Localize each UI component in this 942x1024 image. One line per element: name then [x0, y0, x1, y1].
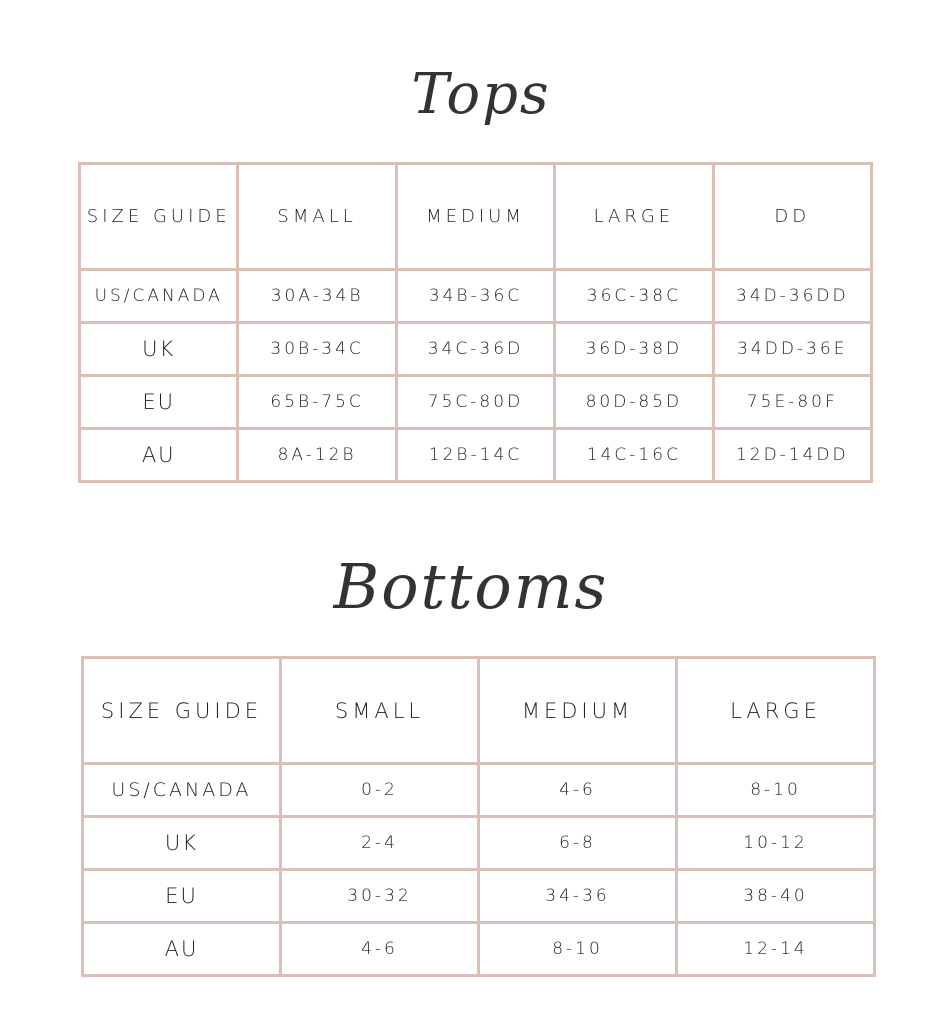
- size-cell: 2-4: [279, 815, 480, 871]
- size-cell: 12-14: [675, 921, 876, 977]
- header-cell: SIZE GUIDE: [77, 162, 240, 271]
- size-cell: 6-8: [477, 815, 678, 871]
- tops-title: Tops: [411, 62, 551, 127]
- tops-size-table: SIZE GUIDE SMALL MEDIUM LARGE DD US/CANADA 30A…: [77, 162, 874, 483]
- size-cell: 4-6: [279, 921, 480, 977]
- region-label: EU: [81, 868, 282, 924]
- size-cell: 36D-38D: [553, 321, 715, 377]
- header-cell: SIZE GUIDE: [81, 656, 282, 765]
- header-cell: LARGE: [553, 162, 715, 271]
- size-cell: 30-32: [279, 868, 480, 924]
- size-cell: 4-6: [477, 762, 678, 818]
- size-cell: 34B-36C: [394, 268, 557, 324]
- header-row: SIZE GUIDE SMALL MEDIUM LARGE: [81, 656, 876, 765]
- region-label: UK: [77, 321, 240, 377]
- table-row: EU 30-32 34-36 38-40: [81, 868, 876, 924]
- size-cell: 14C-16C: [553, 427, 715, 483]
- region-label: EU: [77, 374, 240, 430]
- header-row: SIZE GUIDE SMALL MEDIUM LARGE DD: [77, 162, 874, 271]
- size-cell: 75E-80F: [711, 374, 874, 430]
- size-cell: 36C-38C: [553, 268, 715, 324]
- region-label: US/CANADA: [81, 762, 282, 818]
- size-cell: 34DD-36E: [711, 321, 874, 377]
- table-row: UK 30B-34C 34C-36D 36D-38D 34DD-36E: [77, 321, 874, 377]
- size-cell: 8-10: [477, 921, 678, 977]
- header-cell: MEDIUM: [394, 162, 557, 271]
- header-cell: SMALL: [279, 656, 480, 765]
- size-cell: 80D-85D: [553, 374, 715, 430]
- region-label: UK: [81, 815, 282, 871]
- size-cell: 75C-80D: [394, 374, 557, 430]
- header-cell: LARGE: [675, 656, 876, 765]
- size-cell: 65B-75C: [236, 374, 398, 430]
- size-cell: 12D-14DD: [711, 427, 874, 483]
- region-label: AU: [77, 427, 240, 483]
- region-label: US/CANADA: [77, 268, 240, 324]
- table-row: AU 4-6 8-10 12-14: [81, 921, 876, 977]
- bottoms-title: Bottoms: [333, 550, 609, 623]
- size-cell: 30A-34B: [236, 268, 398, 324]
- size-cell: 8A-12B: [236, 427, 398, 483]
- bottoms-size-table: SIZE GUIDE SMALL MEDIUM LARGE US/CANADA 0-2 4-…: [81, 656, 876, 977]
- size-cell: 10-12: [675, 815, 876, 871]
- table-row: US/CANADA 30A-34B 34B-36C 36C-38C 34D-36DD: [77, 268, 874, 324]
- table-row: EU 65B-75C 75C-80D 80D-85D 75E-80F: [77, 374, 874, 430]
- size-cell: 12B-14C: [394, 427, 557, 483]
- table-row: US/CANADA 0-2 4-6 8-10: [81, 762, 876, 818]
- size-cell: 34D-36DD: [711, 268, 874, 324]
- size-cell: 34C-36D: [394, 321, 557, 377]
- size-cell: 30B-34C: [236, 321, 398, 377]
- header-cell: MEDIUM: [477, 656, 678, 765]
- region-label: AU: [81, 921, 282, 977]
- size-cell: 34-36: [477, 868, 678, 924]
- table-row: AU 8A-12B 12B-14C 14C-16C 12D-14DD: [77, 427, 874, 483]
- size-cell: 8-10: [675, 762, 876, 818]
- table-row: UK 2-4 6-8 10-12: [81, 815, 876, 871]
- size-cell: 0-2: [279, 762, 480, 818]
- header-cell: SMALL: [236, 162, 398, 271]
- size-cell: 38-40: [675, 868, 876, 924]
- header-cell: DD: [711, 162, 874, 271]
